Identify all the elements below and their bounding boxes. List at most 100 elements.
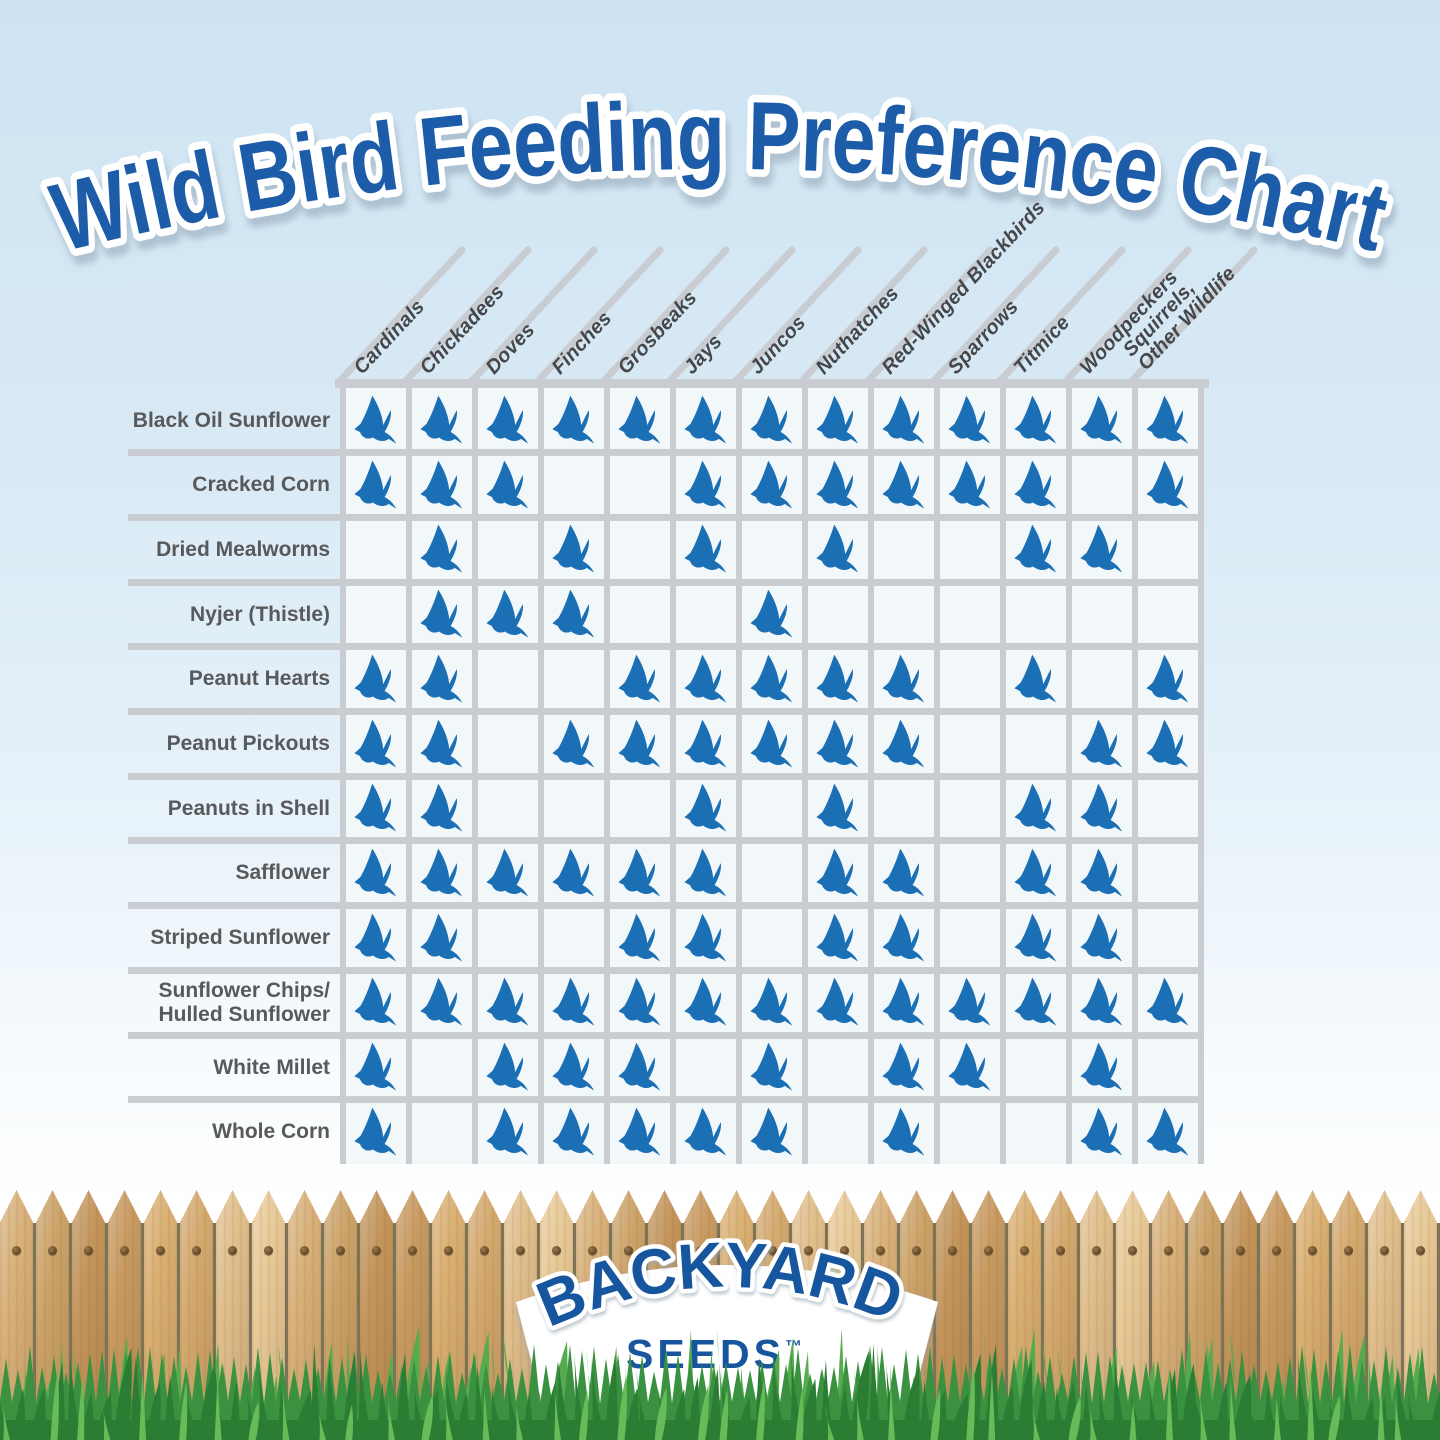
column-grid-line [1198, 384, 1204, 1165]
row-separator-line [128, 837, 1204, 845]
fence-picket [1080, 1190, 1113, 1440]
fence-picket [216, 1190, 249, 1440]
fence-picket [1332, 1190, 1365, 1440]
fence-picket [72, 1190, 105, 1440]
fence-picket [576, 1190, 609, 1440]
column-grid-line [1066, 384, 1072, 1165]
fence-nail [48, 1246, 57, 1255]
column-grid-line [604, 384, 610, 1165]
fence-nail [12, 1246, 21, 1255]
fence-picket [648, 1190, 681, 1440]
fence-nail [1344, 1246, 1353, 1255]
fence-nail [372, 1246, 381, 1255]
fence-picket [288, 1190, 321, 1440]
fence-picket [360, 1190, 393, 1440]
row-separator-line [128, 578, 1204, 586]
fence-nail [516, 1246, 525, 1255]
fence-picket [900, 1190, 933, 1440]
fence-nail [624, 1246, 633, 1255]
fence-nail [1020, 1246, 1029, 1255]
row-label-peanuts: Peanuts in Shell [167, 796, 330, 820]
fence-nail [552, 1246, 561, 1255]
fence-picket [612, 1190, 645, 1440]
fence-nail [732, 1246, 741, 1255]
fence-picket [468, 1190, 501, 1440]
fence-nail [84, 1246, 93, 1255]
fence-nail [1380, 1246, 1389, 1255]
fence-nail [444, 1246, 453, 1255]
fence-nail [588, 1246, 597, 1255]
fence-nail [804, 1246, 813, 1255]
fence-picket [864, 1190, 897, 1440]
column-grid-line [472, 384, 478, 1165]
fence-picket [936, 1190, 969, 1440]
row-label-peanut: Peanut Hearts [188, 667, 330, 691]
column-grid-line [1000, 384, 1006, 1165]
fence-picket [432, 1190, 465, 1440]
fence-picket [540, 1190, 573, 1440]
fence-nail [1308, 1246, 1317, 1255]
fence-nail [984, 1246, 993, 1255]
fence-picket [144, 1190, 177, 1440]
fence-picket [684, 1190, 717, 1440]
row-separator-line [128, 513, 1204, 521]
column-grid-line [802, 384, 808, 1165]
column-grid-line [670, 384, 676, 1165]
row-label-dried: Dried Mealworms [156, 537, 330, 561]
fence-nail [1272, 1246, 1281, 1255]
row-separator-line [128, 708, 1204, 715]
fence-nail [1164, 1246, 1173, 1255]
fence-picket [756, 1190, 789, 1440]
fence-picket [1260, 1190, 1293, 1440]
fence-picket [396, 1190, 429, 1440]
fence-picket [1404, 1190, 1437, 1440]
column-grid-line [1132, 384, 1138, 1165]
fence-picket [324, 1190, 357, 1440]
fence-picket [972, 1190, 1005, 1440]
row-separator-line [128, 1096, 1204, 1104]
fence-picket [1116, 1190, 1149, 1440]
fence-nail [300, 1246, 309, 1255]
fence-nail [768, 1246, 777, 1255]
row-separator-line [128, 1031, 1204, 1039]
fence-picket [0, 1190, 33, 1440]
fence-nail [192, 1246, 201, 1255]
fence-picket [1188, 1190, 1221, 1440]
fence-nail [1236, 1246, 1245, 1255]
fence-picket [252, 1190, 285, 1440]
row-label-peanut: Peanut Pickouts [166, 732, 330, 756]
row-label-white: White Millet [213, 1055, 330, 1079]
fence-nail [120, 1246, 129, 1255]
fence-nail [480, 1246, 489, 1255]
fence-nail [660, 1246, 669, 1255]
fence-nail [228, 1246, 237, 1255]
fence-picket [1152, 1190, 1185, 1440]
fence-picket [720, 1190, 753, 1440]
row-separator-line [128, 449, 1204, 457]
column-grid-line [340, 384, 346, 1165]
column-grid-line [868, 384, 874, 1165]
fence-picket [36, 1190, 69, 1440]
fence-nail [1128, 1246, 1137, 1255]
row-label-whole: Whole Corn [212, 1120, 330, 1144]
fence-picket [108, 1190, 141, 1440]
fence-nail [1416, 1246, 1425, 1255]
fence-nail [876, 1246, 885, 1255]
column-grid-line [538, 384, 544, 1165]
row-separator-line [128, 966, 1204, 974]
row-label-cracked: Cracked Corn [192, 473, 330, 497]
fence-nail [1200, 1246, 1209, 1255]
fence-nail [336, 1246, 345, 1255]
fence-picket [792, 1190, 825, 1440]
row-separator-line [128, 643, 1204, 651]
fence-picket [1296, 1190, 1329, 1440]
fence-nail [696, 1246, 705, 1255]
fence-picket [1224, 1190, 1257, 1440]
fence-picket [1008, 1190, 1041, 1440]
fence-nail [1092, 1246, 1101, 1255]
column-grid-line [406, 384, 412, 1165]
fence-picket [1368, 1190, 1401, 1440]
